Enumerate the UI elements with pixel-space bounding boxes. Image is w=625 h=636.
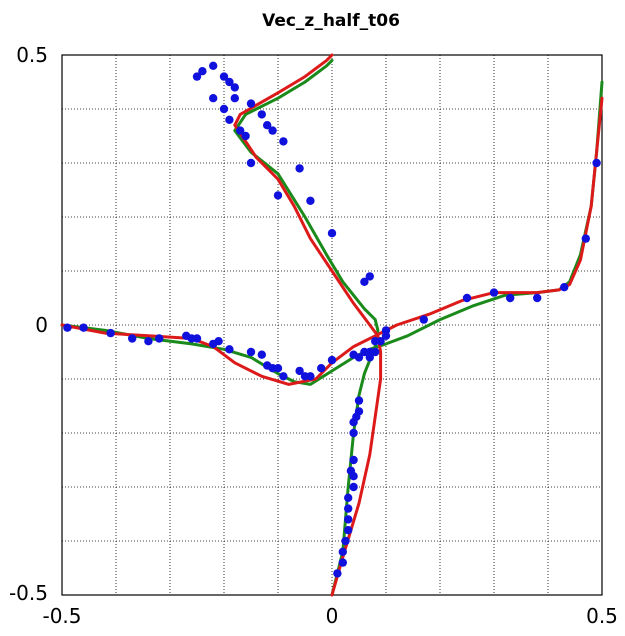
data-point	[327, 355, 337, 365]
data-point	[327, 229, 337, 238]
data-point	[306, 196, 315, 205]
data-point	[344, 493, 353, 502]
data-point	[560, 283, 569, 292]
data-point	[341, 536, 350, 546]
x-tick-label: -0.5	[42, 604, 81, 628]
data-point	[225, 115, 234, 125]
data-point	[63, 323, 72, 332]
data-point	[106, 328, 115, 338]
data-point	[225, 77, 234, 87]
data-point	[230, 83, 239, 92]
x-tick-labels: -0.5 0 0.5	[42, 604, 617, 628]
data-point	[219, 72, 229, 81]
data-point	[236, 126, 245, 135]
data-point	[257, 110, 266, 119]
data-point	[246, 347, 256, 357]
data-point	[354, 396, 364, 405]
data-point	[333, 569, 342, 578]
y-tick-labels: -0.5 0 0.5	[9, 43, 48, 605]
data-point	[317, 364, 326, 373]
data-point	[295, 366, 304, 376]
data-point	[230, 94, 239, 103]
series-1-line-0	[60, 96, 604, 386]
data-point	[263, 121, 272, 130]
grid	[62, 55, 602, 595]
data-point	[344, 526, 353, 535]
data-point	[349, 418, 358, 427]
data-point	[246, 99, 256, 108]
x-tick-label: 0.5	[586, 604, 618, 628]
x-tick-label: 0	[326, 604, 339, 628]
data-point	[462, 293, 472, 303]
data-point	[354, 353, 364, 362]
data-point	[376, 337, 385, 346]
data-point	[246, 158, 256, 168]
data-point	[349, 482, 358, 492]
data-point	[225, 345, 234, 354]
data-point	[209, 61, 218, 70]
data-point	[219, 104, 229, 114]
data-point	[349, 428, 358, 438]
data-point	[419, 315, 428, 324]
data-point	[295, 164, 304, 173]
data-point	[581, 234, 590, 243]
data-point	[592, 158, 601, 168]
data-point	[144, 337, 153, 346]
data-point	[360, 277, 369, 286]
chart-title: Vec_z_half_t06	[262, 11, 400, 31]
data-point	[155, 334, 164, 343]
data-point	[365, 272, 374, 281]
data-point	[349, 455, 358, 465]
data-point	[371, 347, 380, 357]
data-point	[192, 334, 202, 343]
y-tick-label: 0.5	[16, 43, 48, 67]
data-point	[533, 293, 542, 303]
data-point	[506, 293, 515, 303]
data-point	[344, 515, 353, 524]
data-point	[214, 337, 223, 346]
y-tick-label: -0.5	[9, 581, 48, 605]
data-point	[306, 372, 315, 381]
data-point	[338, 558, 347, 567]
y-tick-label: 0	[35, 313, 48, 337]
data-point	[79, 323, 88, 332]
data-point	[365, 353, 374, 362]
data-point	[279, 372, 288, 381]
data-point	[344, 504, 353, 513]
data-point	[279, 137, 288, 146]
series-1-line-1	[233, 53, 383, 597]
data-point	[381, 331, 391, 340]
data-point	[192, 72, 202, 81]
data-point	[198, 67, 207, 76]
data-point	[209, 94, 218, 103]
data-point	[349, 472, 358, 481]
data-point	[273, 364, 283, 373]
data-point	[268, 126, 277, 135]
data-point	[257, 350, 266, 359]
data-point	[273, 191, 283, 200]
data-point	[241, 131, 250, 141]
data-point	[489, 288, 499, 297]
data-point	[128, 334, 137, 343]
data-point	[338, 547, 347, 556]
points	[63, 61, 601, 578]
